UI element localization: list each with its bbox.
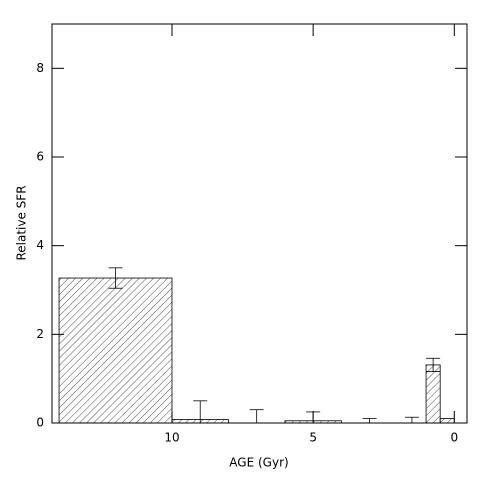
y-tick-label: 2 xyxy=(36,327,44,341)
plot-frame xyxy=(51,23,468,424)
x-axis-label: AGE (Gyr) xyxy=(229,456,288,470)
plot-area xyxy=(58,267,455,423)
y-axis-label: Relative SFR xyxy=(15,185,29,260)
bar xyxy=(439,418,455,423)
error-bar xyxy=(249,409,264,423)
error-bar xyxy=(404,416,419,423)
y-tick-label: 6 xyxy=(36,150,44,164)
y-tick-label: 0 xyxy=(36,416,44,430)
x-tick-label: 0 xyxy=(450,431,458,445)
error-bar xyxy=(193,400,208,423)
x-tick-label: 5 xyxy=(309,431,317,445)
error-bar xyxy=(362,418,377,423)
error-bar xyxy=(426,357,441,372)
x-tick-label: 10 xyxy=(164,431,179,445)
y-tick-label: 8 xyxy=(36,61,44,75)
y-tick-label: 4 xyxy=(36,238,44,252)
bar xyxy=(58,277,173,423)
bar xyxy=(425,364,441,423)
error-bar xyxy=(108,267,123,289)
